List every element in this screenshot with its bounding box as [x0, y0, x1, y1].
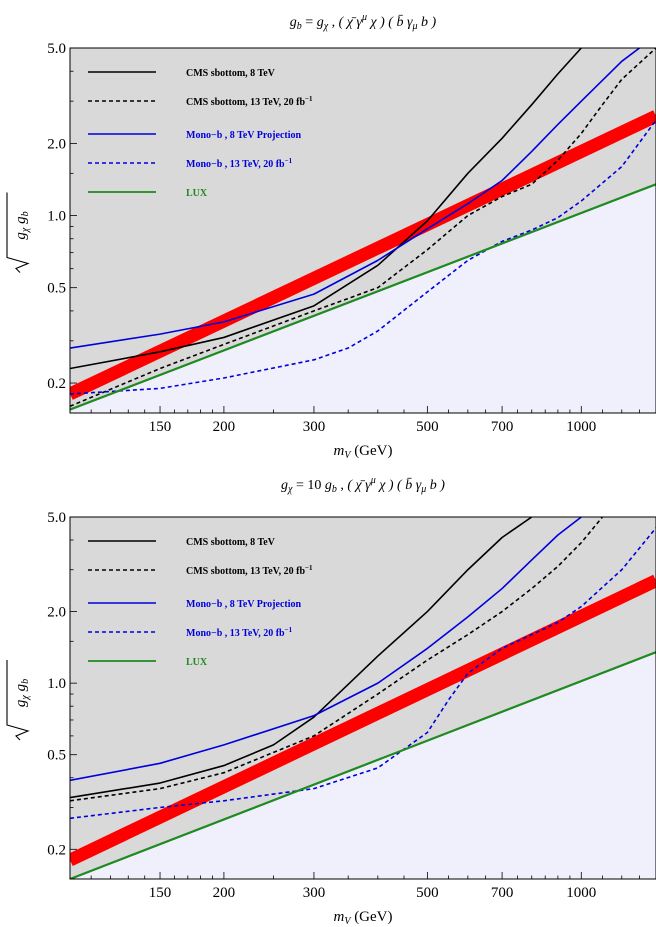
series-line-1: [70, 48, 656, 408]
x-tick-label: 500: [416, 419, 439, 435]
y-tick-label: 0.2: [47, 842, 66, 858]
x-tick-label: 300: [303, 419, 326, 435]
chart-top: 150 200 300 500 700 1000 0.2 0.5 1.0 2.0 5.0 gb = g…: [6, 12, 656, 461]
y-tick-label: 1.0: [47, 676, 66, 692]
series-line-1: [70, 517, 604, 802]
series-line-4: [70, 651, 656, 879]
series-line-3: [70, 527, 656, 820]
y-axis-label: gχ gb: [6, 192, 31, 273]
x-tick-label: 200: [213, 419, 236, 435]
plot-frame: [69, 47, 656, 414]
legend-label-4: LUX: [186, 188, 208, 199]
y-tick-label: 5.0: [47, 41, 66, 57]
series-line-2: [70, 517, 582, 782]
y-tick-label: 5.0: [47, 510, 66, 526]
x-tick-label: 1000: [566, 419, 596, 435]
x-tick-label: 150: [149, 885, 172, 901]
legend-label-3: Mono−b , 13 TeV, 20 fb−1: [186, 157, 293, 170]
x-tick-label: 150: [149, 419, 172, 435]
allowed-region: [70, 652, 656, 879]
y-tick-label: 0.5: [47, 281, 66, 297]
svg-text:gχ gb: gχ gb: [13, 211, 31, 239]
y-tick-label: 1.0: [47, 209, 66, 225]
y-tick-label: 2.0: [47, 136, 66, 152]
theory-band: [70, 574, 656, 867]
y-tick-label: 2.0: [47, 605, 66, 621]
x-tick-label: 1000: [566, 885, 596, 901]
x-tick-label: 200: [213, 885, 236, 901]
x-tick-label: 500: [416, 885, 439, 901]
radical-sign: [6, 660, 30, 741]
y-tick-label: 0.2: [47, 376, 66, 392]
x-tick-label: 300: [303, 885, 326, 901]
legend-label-0: CMS sbottom, 8 TeV: [186, 68, 276, 79]
legend-label-1: CMS sbottom, 13 TeV, 20 fb−1: [186, 564, 313, 577]
series-line-2: [70, 48, 641, 349]
legend-label-2: Mono−b , 8 TeV Projection: [186, 130, 301, 141]
legend-label-4: LUX: [186, 657, 208, 668]
legend-label-1: CMS sbottom, 13 TeV, 20 fb−1: [186, 95, 313, 108]
series-line-4: [70, 183, 656, 411]
y-tick-label: 0.5: [47, 748, 66, 764]
y-axis-label: gχ gb: [6, 660, 31, 741]
series-line-3: [70, 119, 656, 395]
series-line-0: [70, 48, 582, 370]
legend-label-0: CMS sbottom, 8 TeV: [186, 537, 276, 548]
x-tick-label: 700: [491, 419, 514, 435]
x-axis-label: mV (GeV): [333, 443, 392, 461]
theory-band: [70, 110, 656, 400]
svg-text:gχ gb: gχ gb: [13, 679, 31, 707]
chart-title: gb = gχ , ( χ̄ γμ χ ) ( b̄ γμ b ): [290, 12, 437, 32]
chart-bottom: 150 200 300 500 700 1000 0.2 0.5 1.0 2.0 5.0 gχ = 1…: [6, 475, 656, 927]
x-tick-label: 700: [491, 885, 514, 901]
legend-label-3: Mono−b , 13 TeV, 20 fb−1: [186, 626, 293, 639]
radical-sign: [6, 192, 30, 273]
plot-frame: [69, 516, 656, 880]
series-line-0: [70, 517, 533, 799]
x-axis-label: mV (GeV): [333, 909, 392, 927]
legend-label-2: Mono−b , 8 TeV Projection: [186, 599, 301, 610]
chart-title: gχ = 10 gb , ( χ̄ γμ χ ) ( b̄ γμ b ): [281, 475, 445, 495]
